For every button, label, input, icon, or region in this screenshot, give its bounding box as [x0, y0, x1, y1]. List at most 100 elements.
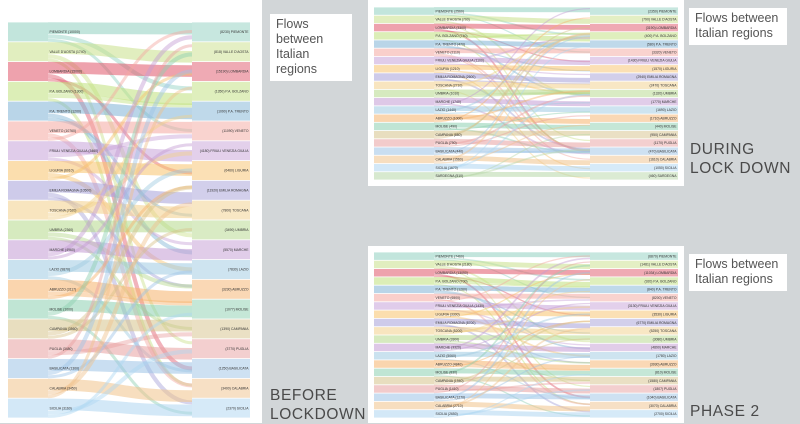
source-node: [8, 82, 48, 101]
source-node: [374, 123, 434, 130]
source-node: [8, 42, 48, 61]
source-node-label: SARDEGNA (510): [436, 174, 464, 178]
source-node-label: MARCHE (1740): [436, 100, 461, 104]
target-node-label: (1250) BASILICATA: [219, 367, 250, 371]
source-node: [374, 335, 434, 343]
source-node-label: TOSCANA (7620): [50, 208, 77, 212]
target-node-label: (460) SARDEGNA: [649, 174, 678, 178]
source-node-label: UMBRIA (2360): [50, 228, 74, 232]
flow-links: [48, 28, 192, 416]
source-node-label: PUGLIA (790): [436, 141, 457, 145]
source-node-label: CALABRIA (1560): [436, 158, 463, 162]
source-node-label: SICILIA (1670): [436, 166, 458, 170]
target-node-label: (3530) LIGURIA: [652, 312, 677, 316]
phase-label-phase2: PHASE 2: [690, 402, 790, 421]
target-node-label: (3320) VENETO: [652, 51, 677, 55]
target-node-label: (1090) P.A. TRENTO: [217, 109, 249, 113]
target-node-label: (3070) CALABRIA: [649, 404, 677, 408]
source-node-label: SICILIA (3160): [50, 406, 72, 410]
source-node: [374, 269, 434, 277]
source-node: [374, 73, 434, 80]
source-node: [374, 131, 434, 138]
target-node-label: (1570) LIGURIA: [652, 67, 677, 71]
target-node-label: (1770) MARCHE: [651, 100, 677, 104]
target-nodes: (8230) PIEMONTE(818) VALLE D'AOSTA(15190…: [192, 22, 250, 417]
source-node: [374, 172, 434, 179]
source-node-label: PIEMONTE (10000): [50, 30, 80, 34]
flow-link: [48, 28, 192, 29]
source-node: [374, 32, 434, 39]
target-node-label: (5570) MARCHE: [223, 248, 249, 252]
target-node-label: (6870) PIEMONTE: [648, 254, 677, 258]
target-node-label: (840) P.A. TRENTO: [647, 288, 677, 292]
source-node-label: LIGURIA (1210): [436, 67, 460, 71]
target-node-label: (3400) CALABRIA: [221, 387, 249, 391]
target-node-label: (3770) PUGLIA: [225, 347, 249, 351]
source-node: [374, 344, 434, 352]
target-node-label: (1610) CALABRIA: [649, 158, 677, 162]
source-node-label: LOMBARDIA (3300): [436, 26, 467, 30]
target-node-label: (6460) LIGURIA: [224, 169, 249, 173]
target-node-label: (818) VALLE D'AOSTA: [214, 50, 249, 54]
target-node-label: (950) CAMPANIA: [650, 133, 677, 137]
source-node-label: PIEMONTE (2560): [436, 9, 464, 13]
target-node-label: (5250) TOSCANA: [649, 329, 677, 333]
source-node-label: MOLISE (830): [436, 371, 458, 375]
source-node: [374, 106, 434, 113]
source-node-label: BASILICATA (1300): [50, 367, 80, 371]
source-node: [374, 164, 434, 171]
panel-before-lockdown: PIEMONTE (10000)VALLE D'AOSTA (1740)LOMB…: [0, 0, 262, 423]
source-node-label: P.A. BOLZANO (700): [436, 279, 468, 283]
target-node-label: (11034) LOMBARDIA: [644, 271, 677, 275]
target-node-label: (440) MOLISE: [655, 125, 677, 129]
source-node: [374, 402, 434, 410]
source-node-label: ABRUZZO (4840): [436, 362, 463, 366]
source-node: [374, 385, 434, 393]
source-node-label: ABRUZZO (3117): [50, 288, 77, 292]
source-node: [374, 319, 434, 327]
target-node-label: (3490) UMBRIA: [225, 228, 250, 232]
target-node-label: (4180) FRIULI VENEZIA GIULIA: [200, 149, 250, 153]
source-node: [374, 410, 434, 418]
source-node-label: CAMPANIA (1940): [436, 379, 464, 383]
source-node-label: EMILIA ROMAGNA (2600): [436, 75, 476, 79]
source-node: [374, 261, 434, 269]
target-node-label: (3230) ABRUZZO: [222, 288, 249, 292]
source-node-label: ABRUZZO (1000): [436, 116, 463, 120]
target-node-label: (1580) CAMPANIA: [648, 379, 677, 383]
target-node-label: (1690) LAZIO: [656, 108, 677, 112]
target-node-label: (3190) LOMBARDIA: [646, 26, 677, 30]
source-node-label: CALABRIA (2710): [436, 404, 463, 408]
source-node: [374, 65, 434, 72]
source-node: [8, 379, 48, 398]
source-node: [374, 302, 434, 310]
source-node-label: P.A. BOLZANO (740): [436, 34, 468, 38]
target-node-label: (11920) EMILIA ROMAGNA: [207, 189, 250, 193]
target-nodes: (2350) PIEMONTE(790) VALLE D'AOSTA(3190)…: [590, 7, 678, 179]
source-node: [8, 181, 48, 200]
source-node: [8, 220, 48, 239]
source-node-label: PUGLIA (1410): [436, 387, 459, 391]
source-node: [8, 280, 48, 299]
target-node-label: (7800) TOSCANA: [221, 208, 249, 212]
target-node-label: (8230) PIEMONTE: [220, 30, 249, 34]
source-node: [8, 201, 48, 220]
target-node-label: (2700) SICILIA: [654, 412, 677, 416]
source-node-label: MOLISE (490): [436, 125, 458, 129]
source-node-label: FRIULI VENEZIA GIULIA (3460): [50, 149, 99, 153]
panel-phase-2: PIEMONTE (7460)VALLE D'AOSTA (2180)LOMBA…: [368, 246, 684, 423]
target-node-label: (2350) PIEMONTE: [648, 9, 677, 13]
source-node-label: P.A. TRENTO (1200): [50, 109, 81, 113]
target-node-label: (1170) PUGLIA: [654, 141, 678, 145]
source-node: [8, 359, 48, 378]
sankey-before-lockdown: PIEMONTE (10000)VALLE D'AOSTA (1740)LOMB…: [0, 0, 262, 423]
target-node-label: (2470) TOSCANA: [649, 83, 677, 87]
source-node-label: MOLISE (1000): [50, 307, 74, 311]
source-node: [374, 147, 434, 154]
caption-before: Flows between Italian regions: [270, 14, 352, 81]
target-node-label: (1430) FRIULI VENEZIA GIULIA: [628, 59, 678, 63]
source-node-label: VENETO (6500): [436, 296, 461, 300]
target-nodes: (6870) PIEMONTE(1481) VALLE D'AOSTA(1103…: [590, 252, 678, 417]
target-node-label: (580) P.A. TRENTO: [647, 42, 677, 46]
source-node: [374, 277, 434, 285]
